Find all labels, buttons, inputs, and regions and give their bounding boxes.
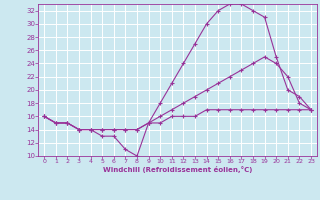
X-axis label: Windchill (Refroidissement éolien,°C): Windchill (Refroidissement éolien,°C) bbox=[103, 166, 252, 173]
